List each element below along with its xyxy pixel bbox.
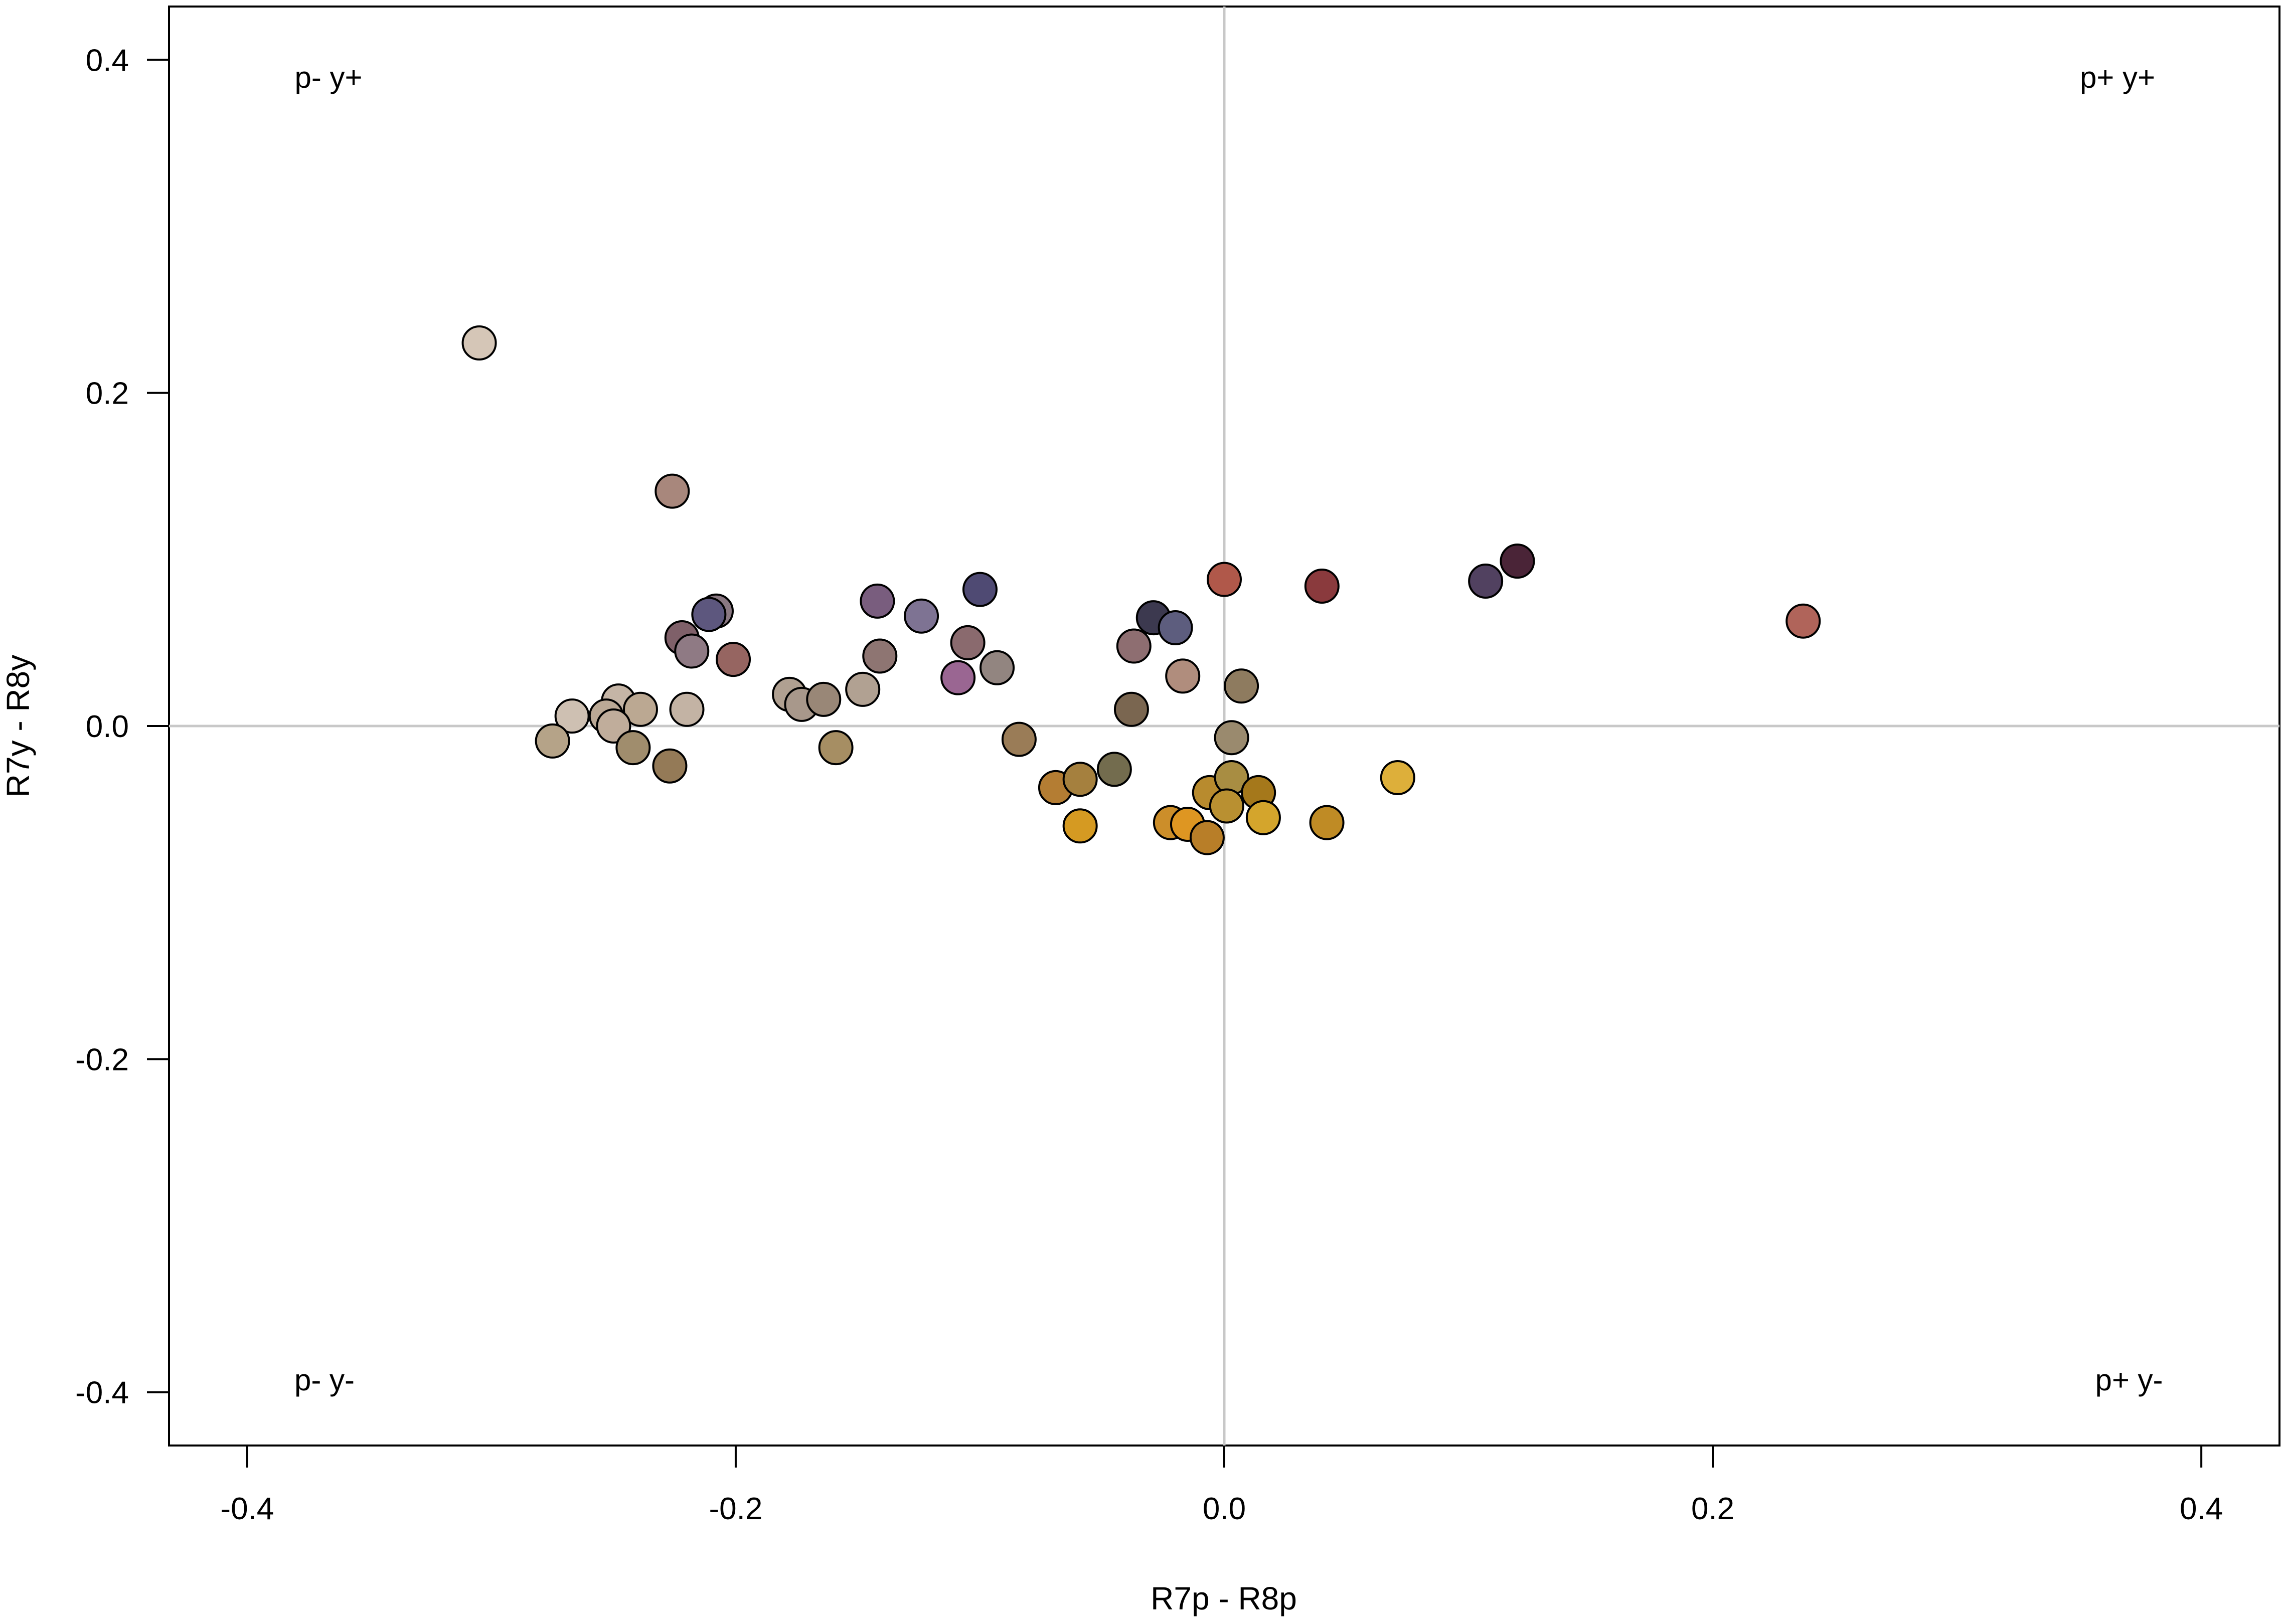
y-tick-label: 0.2: [86, 377, 129, 411]
y-axis: 0.4 0.2 0.0 -0.2 -0.4: [75, 43, 169, 1410]
y-tick-label: 0.4: [86, 43, 129, 78]
data-point: [691, 597, 727, 632]
data-point: [1500, 544, 1535, 579]
x-axis: -0.4 -0.2 0.0 0.2 0.4: [220, 1446, 2223, 1526]
quadrant-label-bottom-left: p- y-: [294, 1363, 355, 1397]
data-point: [535, 723, 570, 759]
data-point: [950, 625, 986, 660]
x-axis-label: R7p - R8p: [1151, 1580, 1297, 1616]
data-point: [980, 650, 1015, 685]
y-axis-label: R7y - R8y: [0, 655, 36, 798]
data-point: [818, 730, 854, 766]
data-point: [1245, 800, 1281, 835]
data-point: [1116, 628, 1152, 664]
x-tick-label: -0.2: [709, 1492, 763, 1526]
data-point: [1214, 720, 1249, 756]
data-point: [461, 325, 497, 360]
data-point: [1062, 762, 1098, 797]
x-tick-label: 0.2: [1691, 1492, 1734, 1526]
data-point: [1380, 760, 1415, 795]
data-point: [669, 691, 705, 727]
data-point: [652, 748, 688, 784]
data-point: [1309, 805, 1345, 840]
data-point: [962, 572, 998, 607]
quadrant-label-top-left: p- y+: [294, 61, 362, 94]
data-point: [1304, 568, 1340, 604]
data-point: [1468, 564, 1504, 599]
quadrant-labels: p- y+ p+ y+ p- y-p+ y-: [294, 61, 2163, 1397]
data-point: [1224, 668, 1259, 704]
data-point: [622, 691, 658, 727]
x-tick-label: 0.0: [1203, 1492, 1246, 1526]
data-point: [1207, 562, 1242, 597]
data-point: [860, 583, 895, 619]
data-point: [845, 671, 881, 707]
x-tick-label: -0.4: [220, 1492, 274, 1526]
data-point: [1113, 691, 1149, 727]
data-point: [940, 660, 976, 695]
data-point: [1062, 808, 1098, 844]
data-point: [1209, 788, 1244, 824]
quadrant-label-top-right: p+ y+: [2080, 61, 2155, 94]
data-point: [1001, 721, 1037, 757]
data-point: [1785, 603, 1821, 639]
data-point: [862, 638, 898, 674]
data-points: [461, 325, 1821, 855]
data-point: [1189, 820, 1225, 855]
data-point: [1165, 658, 1201, 694]
data-point: [1096, 752, 1132, 787]
data-point: [655, 473, 690, 509]
data-point: [806, 681, 842, 717]
data-point: [615, 730, 651, 766]
data-point: [674, 633, 710, 669]
quadrant-label-bottom-right: p+ y-: [2095, 1363, 2163, 1397]
data-point: [1158, 610, 1193, 646]
y-tick-label: 0.0: [86, 709, 129, 744]
x-tick-label: 0.4: [2180, 1492, 2223, 1526]
y-tick-label: -0.2: [75, 1042, 129, 1077]
data-point: [554, 698, 590, 734]
data-point: [716, 642, 751, 677]
y-tick-label: -0.4: [75, 1376, 129, 1410]
data-point: [904, 598, 939, 634]
